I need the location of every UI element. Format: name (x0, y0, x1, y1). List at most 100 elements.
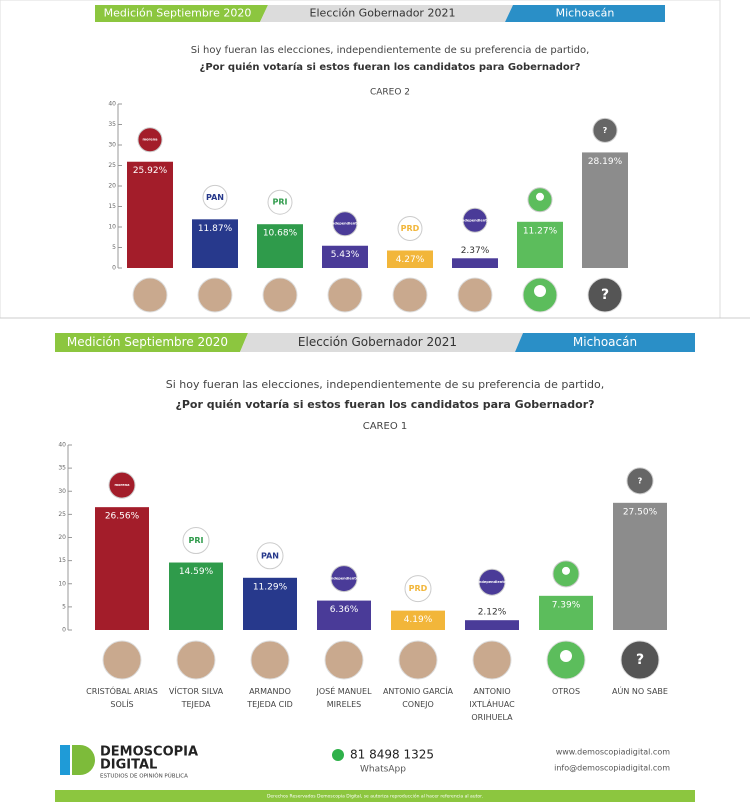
value-label: 27.50% (623, 507, 658, 517)
bar (613, 502, 667, 630)
tagline: ESTUDIOS DE OPINIÓN PÚBLICA (100, 773, 188, 780)
party-logo-text: PRD (409, 584, 428, 593)
y-tick-label: 15 (108, 203, 116, 210)
party-logo-text: ? (603, 126, 608, 135)
bar (582, 152, 628, 268)
x-tick-label: VÍCTOR SILVA TEJEDA (168, 687, 224, 709)
rights: Derechos Reservados Demoscopia Digital, … (267, 793, 483, 800)
email: info@demoscopiadigital.com (554, 764, 670, 773)
photo (102, 640, 142, 680)
y-tick-label: 35 (58, 465, 66, 472)
title: Si hoy fueran las elecciones, independie… (191, 45, 590, 56)
bar (322, 245, 368, 268)
brand2: DIGITAL (100, 758, 157, 773)
party-logo-text: PAN (261, 551, 279, 560)
y-tick-label: 5 (112, 244, 116, 251)
subtitle: ¿Por quién votaría si estos fueran los c… (175, 398, 594, 411)
bar (517, 221, 563, 268)
x-tick-label: ARMANDO TEJEDA CID (247, 687, 293, 709)
banner-left (55, 333, 248, 352)
party-logo (267, 189, 293, 215)
x-tick-label: CRISTÓBAL ARIAS SOLÍS (86, 687, 158, 709)
value-label: 14.59% (179, 567, 214, 577)
x-tick-label: OTROS (551, 687, 581, 696)
y-tick-label: 10 (58, 580, 66, 587)
bar (192, 219, 238, 268)
party-logo (108, 471, 136, 499)
bar (257, 224, 303, 268)
value-label: 5.43% (331, 250, 360, 260)
brand: DEMOSCOPIA (100, 745, 198, 760)
party-logo (332, 211, 358, 237)
party-logo (626, 467, 654, 495)
banner-right (515, 333, 695, 352)
value-label: 28.19% (588, 157, 623, 167)
x-tick-label: ANTONIO GARCÍA CONEJO (382, 687, 454, 709)
bar (391, 610, 445, 630)
y-tick-label: 40 (108, 101, 116, 108)
photo-text: ? (601, 287, 609, 303)
bar (539, 595, 593, 630)
photo (324, 640, 364, 680)
bar (243, 577, 297, 630)
party-logo-text: independiente (331, 222, 360, 226)
y-tick-label: 5 (62, 603, 66, 610)
x-tick-label: AÚN NO SABE (612, 687, 668, 696)
value-label: 10.68% (263, 229, 298, 239)
bar (95, 507, 149, 630)
logo-bar (60, 745, 70, 775)
value-label: 6.36% (330, 605, 359, 615)
banner-mid (240, 333, 523, 352)
value-label: 2.37% (461, 246, 490, 256)
person-icon (534, 285, 546, 297)
value-label: 2.12% (478, 608, 507, 618)
y-tick-label: 20 (58, 534, 66, 541)
whatsapp-icon (332, 749, 344, 761)
photo (457, 277, 493, 313)
value-label: 11.87% (198, 224, 233, 234)
party-logo-text: independiente (330, 577, 359, 581)
party-logo (592, 117, 618, 143)
value-label: 7.39% (552, 600, 581, 610)
value-label: 11.27% (523, 226, 558, 236)
bar (169, 562, 223, 630)
footer-bar (55, 790, 695, 802)
photo (327, 277, 363, 313)
banner-text: Michoacán (556, 7, 615, 20)
photo (392, 277, 428, 313)
party-logo-text: morena (114, 483, 130, 487)
photo (197, 277, 233, 313)
careo: CAREO 1 (363, 421, 408, 432)
party-logo-text: PRD (401, 224, 420, 233)
person-icon (562, 566, 570, 575)
y-tick-label: 25 (108, 162, 116, 169)
party-logo-text: ? (638, 476, 643, 485)
y-tick-label: 30 (108, 142, 116, 149)
party-logo-text: independiente (478, 580, 507, 584)
party-logo (182, 527, 210, 555)
y-tick-label: 15 (58, 557, 66, 564)
party-logo-text: morena (142, 138, 158, 142)
photo (472, 640, 512, 680)
banner-mid (260, 5, 513, 22)
y-tick-label: 0 (62, 627, 66, 634)
x-tick-label: ANTONIO IXTLÁHUAC ORIHUELA (469, 687, 515, 722)
party-logo (404, 575, 432, 603)
party-logo (462, 207, 488, 233)
subtitle: ¿Por quién votaría si estos fueran los c… (200, 61, 581, 73)
photo (262, 277, 298, 313)
logo-d (72, 745, 95, 775)
photo (587, 277, 623, 313)
banner-text: Medición Septiembre 2020 (67, 335, 228, 349)
bar (387, 250, 433, 268)
party-logo (330, 565, 358, 593)
party-logo-text: PRI (189, 536, 204, 545)
party-logo-text: PAN (206, 193, 224, 202)
x-tick-label: JOSÉ MANUEL MIRELES (316, 687, 372, 709)
bar (317, 600, 371, 630)
bar (127, 161, 173, 268)
banner-left (95, 5, 268, 22)
banner-text: Michoacán (573, 335, 637, 349)
